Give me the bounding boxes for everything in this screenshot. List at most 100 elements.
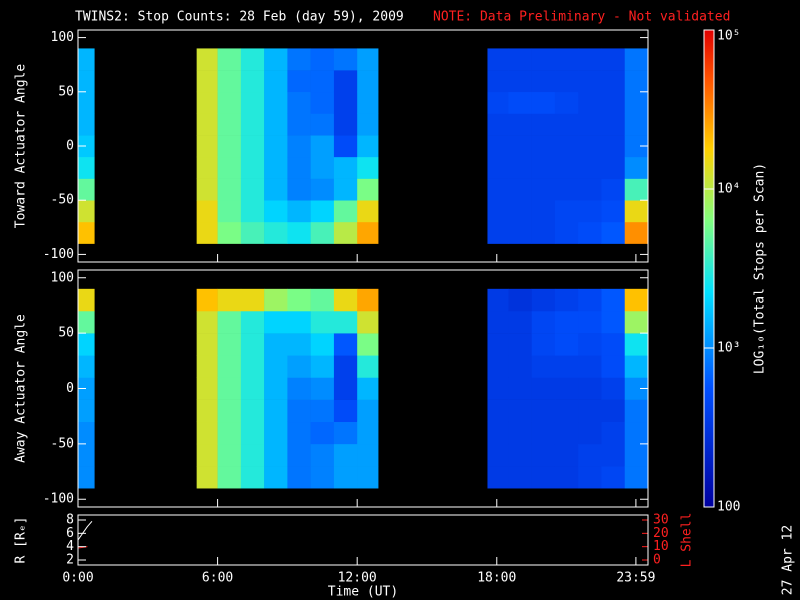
- heat-cell: [601, 377, 626, 400]
- heat-cell: [601, 421, 626, 445]
- y-tick-label: 2: [66, 553, 74, 568]
- heat-cell: [601, 221, 626, 244]
- heat-cell: [508, 355, 532, 378]
- heat-cell: [310, 156, 335, 179]
- heat-cell: [578, 399, 602, 423]
- heat-cell: [578, 48, 602, 71]
- y-tick-label: 100: [51, 270, 74, 285]
- heat-cell: [554, 466, 579, 489]
- heat-cell: [217, 135, 242, 158]
- heat-cell: [578, 156, 602, 179]
- heat-cell: [240, 421, 265, 445]
- heat-cell: [333, 113, 358, 136]
- heat-cell: [531, 200, 556, 223]
- heat-cell: [310, 377, 335, 400]
- heat-cell: [196, 48, 218, 71]
- heat-cell: [531, 377, 556, 400]
- heat-cell: [196, 113, 218, 136]
- heat-cell: [508, 288, 532, 312]
- heat-cell: [508, 421, 532, 445]
- heat-cell: [217, 443, 242, 467]
- heat-cell: [264, 156, 288, 179]
- heat-cell: [78, 70, 95, 93]
- y2-tick-label: 30: [653, 513, 669, 528]
- heat-cell: [264, 91, 288, 114]
- heat-cell: [310, 48, 335, 71]
- heat-cell: [531, 466, 556, 489]
- heat-cell: [601, 135, 626, 158]
- heat-cell: [624, 333, 649, 356]
- heat-cell: [554, 135, 579, 158]
- y-tick-label: -50: [51, 436, 74, 451]
- heat-cell: [196, 70, 218, 93]
- heat-cell: [357, 333, 379, 356]
- heat-cell: [264, 135, 288, 158]
- heat-cell: [333, 421, 358, 445]
- heat-cell: [196, 288, 218, 312]
- heat-cell: [601, 399, 626, 423]
- heat-cell: [357, 156, 379, 179]
- heat-cell: [264, 377, 288, 400]
- heat-cell: [487, 156, 509, 179]
- heat-cell: [578, 70, 602, 93]
- heat-cell: [333, 200, 358, 223]
- heat-cell: [240, 288, 265, 312]
- heat-cell: [624, 421, 649, 445]
- heat-cell: [333, 443, 358, 467]
- heat-cell: [357, 399, 379, 423]
- heat-cell: [217, 466, 242, 489]
- heat-cell: [78, 288, 95, 312]
- heat-cell: [264, 355, 288, 378]
- heat-cell: [264, 200, 288, 223]
- heat-cell: [78, 91, 95, 114]
- heat-cell: [578, 135, 602, 158]
- heat-cell: [554, 221, 579, 244]
- heat-cell: [240, 377, 265, 400]
- y2-tick-label: 0: [653, 553, 661, 568]
- heat-cell: [624, 200, 649, 223]
- heat-cell: [78, 135, 95, 158]
- heat-cell: [624, 466, 649, 489]
- y-tick-label: -50: [51, 193, 74, 208]
- heat-cell: [217, 377, 242, 400]
- heat-cell: [531, 70, 556, 93]
- heat-cell: [357, 466, 379, 489]
- heat-cell: [624, 156, 649, 179]
- heat-cell: [287, 48, 311, 71]
- heat-cell: [240, 355, 265, 378]
- heat-cell: [601, 200, 626, 223]
- heat-cell: [287, 135, 311, 158]
- heat-cell: [554, 156, 579, 179]
- heat-cell: [217, 178, 242, 201]
- heat-cell: [78, 466, 95, 489]
- heat-cell: [554, 310, 579, 334]
- heat-cell: [217, 399, 242, 423]
- heat-cell: [264, 178, 288, 201]
- heat-cell: [287, 333, 311, 356]
- heat-cell: [240, 91, 265, 114]
- colorbar-label: LOG₁₀(Total Stops per Scan): [753, 163, 768, 374]
- heat-cell: [601, 113, 626, 136]
- heat-cell: [333, 333, 358, 356]
- heat-cell: [78, 355, 95, 378]
- heat-cell: [531, 288, 556, 312]
- heat-cell: [240, 333, 265, 356]
- heat-cell: [217, 355, 242, 378]
- heat-cell: [287, 113, 311, 136]
- heat-cell: [487, 70, 509, 93]
- heat-cell: [310, 399, 335, 423]
- plot-frame: [77, 514, 649, 566]
- heat-cell: [217, 70, 242, 93]
- heat-cell: [508, 135, 532, 158]
- heat-cell: [601, 355, 626, 378]
- heat-cell: [240, 310, 265, 334]
- heat-cell: [554, 91, 579, 114]
- heat-cell: [217, 288, 242, 312]
- heat-cell: [287, 421, 311, 445]
- heat-cell: [578, 113, 602, 136]
- heat-cell: [240, 221, 265, 244]
- x-tick-label: 12:00: [338, 571, 377, 586]
- heat-cell: [624, 48, 649, 71]
- y-tick-label: -100: [43, 247, 74, 262]
- y2-tick-label: 20: [653, 526, 669, 541]
